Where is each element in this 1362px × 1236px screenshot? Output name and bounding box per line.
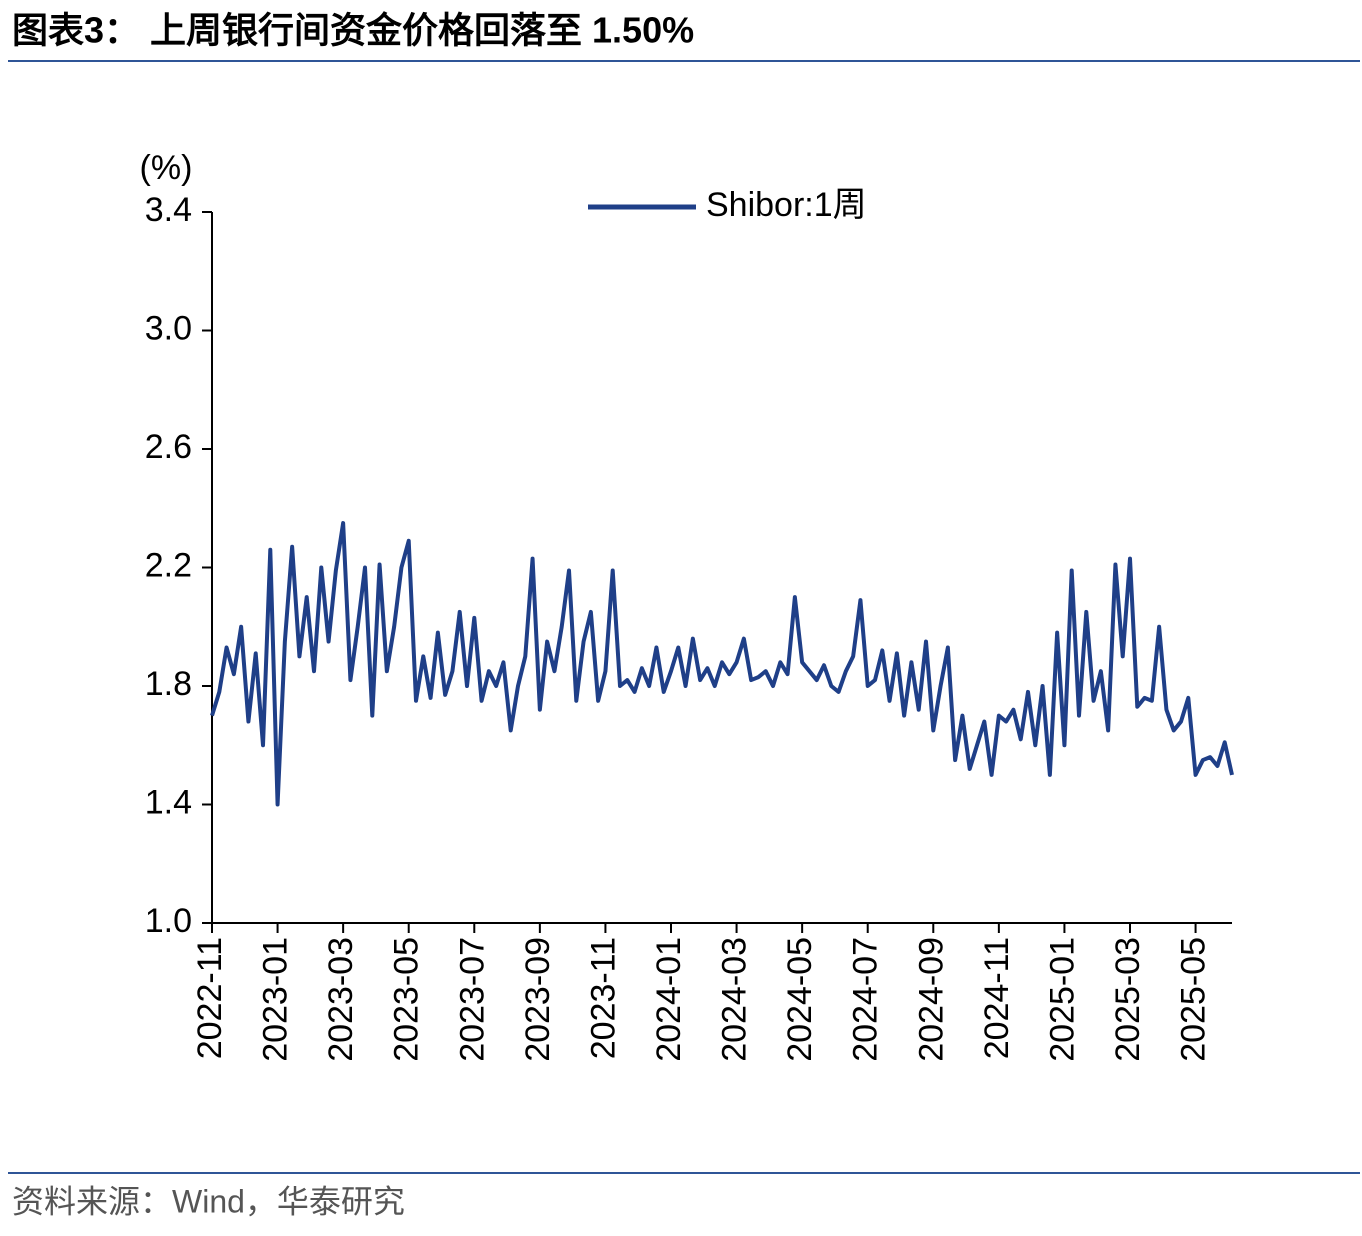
x-tick-label: 2024-01 [650,937,688,1062]
y-tick-label: 2.6 [145,428,192,466]
y-axis-unit: (%) [140,149,193,187]
x-tick-label: 2022-11 [191,937,229,1059]
x-tick-label: 2024-11 [978,937,1016,1059]
x-tick-label: 2023-01 [257,937,295,1062]
x-tick-label: 2023-09 [519,937,557,1062]
y-tick-label: 3.4 [145,191,192,229]
x-tick-label: 2024-09 [912,937,950,1062]
legend-label: Shibor:1周 [706,186,867,224]
x-tick-label: 2023-07 [453,937,491,1062]
x-tick-label: 2025-03 [1109,937,1147,1062]
chart-title: 图表3： 上周银行间资金价格回落至 1.50% [12,10,694,51]
x-tick-label: 2024-07 [847,937,885,1062]
x-tick-label: 2025-05 [1175,937,1213,1062]
x-tick-label: 2023-05 [388,937,426,1062]
y-tick-label: 1.0 [145,902,192,940]
y-tick-label: 1.8 [145,665,192,703]
y-tick-label: 2.2 [145,546,192,584]
source-note: 资料来源：Wind，华泰研究 [12,1183,405,1219]
y-tick-label: 3.0 [145,309,192,347]
x-tick-label: 2023-03 [322,937,360,1062]
x-tick-label: 2024-03 [716,937,754,1062]
x-tick-label: 2023-11 [584,937,622,1059]
x-tick-label: 2025-01 [1043,937,1081,1062]
x-tick-label: 2024-05 [781,937,819,1062]
data-line [210,521,1234,807]
y-tick-label: 1.4 [145,783,192,821]
